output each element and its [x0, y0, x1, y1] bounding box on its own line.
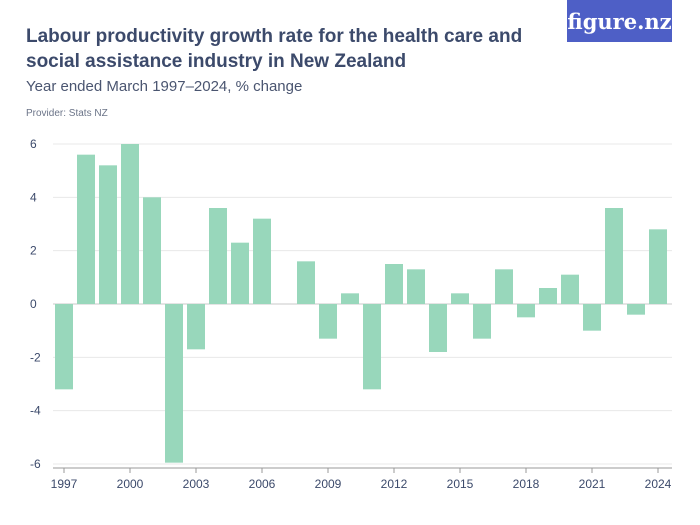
bar-1998	[77, 154, 95, 304]
y-tick-label: 0	[30, 297, 37, 311]
bar-2009	[319, 304, 337, 339]
bar-2008	[297, 261, 315, 304]
bar-2011	[363, 304, 381, 390]
bar-2021	[583, 304, 601, 331]
chart-subtitle: Year ended March 1997–2024, % change	[26, 78, 303, 95]
bar-2018	[517, 304, 535, 318]
y-tick-label: 6	[30, 137, 37, 151]
x-tick-label: 2015	[447, 477, 474, 491]
bar-1999	[99, 165, 117, 304]
y-tick-label: -4	[30, 404, 41, 418]
y-tick-label: -2	[30, 350, 41, 364]
y-tick-label: 2	[30, 244, 37, 258]
provider-label: Provider: Stats NZ	[26, 108, 108, 119]
bar-2012	[385, 264, 403, 304]
bar-2006	[253, 218, 271, 304]
bar-2019	[539, 288, 557, 304]
bar-2002	[165, 304, 183, 463]
bar-2000	[121, 144, 139, 304]
bar-2020	[561, 274, 579, 304]
bar-2013	[407, 269, 425, 304]
bar-2014	[429, 304, 447, 352]
x-tick-label: 1997	[51, 477, 78, 491]
x-tick-label: 2003	[183, 477, 210, 491]
figure-nz-logo[interactable]: figure.nz	[567, 0, 672, 42]
bar-2004	[209, 208, 227, 304]
chart-title: Labour productivity growth rate for the …	[26, 26, 523, 72]
bar-2017	[495, 269, 513, 304]
y-tick-label: 4	[30, 190, 37, 204]
bar-2010	[341, 293, 359, 304]
x-tick-label: 2009	[315, 477, 342, 491]
x-tick-label: 2000	[117, 477, 144, 491]
bar-2022	[605, 208, 623, 304]
bar-1997	[55, 304, 73, 390]
bar-2024	[649, 229, 667, 304]
bar-2016	[473, 304, 491, 339]
bar-2001	[143, 197, 161, 304]
bar-2005	[231, 242, 249, 304]
x-tick-label: 2012	[381, 477, 408, 491]
y-tick-label: -6	[30, 457, 41, 471]
x-tick-label: 2021	[579, 477, 606, 491]
x-tick-label: 2018	[513, 477, 540, 491]
x-tick-label: 2006	[249, 477, 276, 491]
x-tick-label: 2024	[645, 477, 672, 491]
bar-2003	[187, 304, 205, 350]
bar-2015	[451, 293, 469, 304]
bar-2023	[627, 304, 645, 315]
